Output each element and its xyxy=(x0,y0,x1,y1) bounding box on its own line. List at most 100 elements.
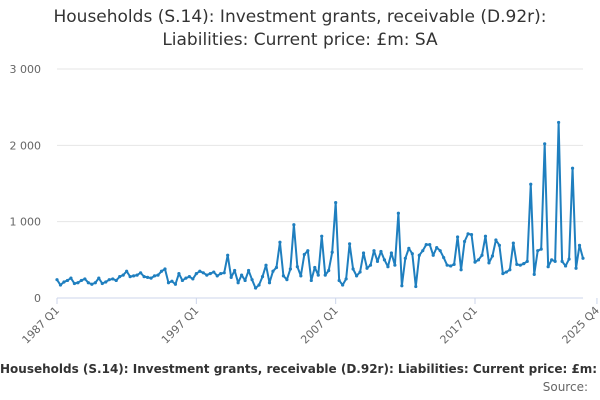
data-point[interactable] xyxy=(142,275,146,279)
data-point[interactable] xyxy=(456,235,460,239)
data-point[interactable] xyxy=(424,242,428,247)
data-point[interactable] xyxy=(236,281,240,285)
data-point[interactable] xyxy=(278,240,282,244)
data-point[interactable] xyxy=(139,271,143,275)
data-point[interactable] xyxy=(173,282,178,286)
data-point[interactable] xyxy=(83,277,87,281)
data-point[interactable] xyxy=(149,276,153,280)
data-point[interactable] xyxy=(435,246,439,250)
data-point[interactable] xyxy=(118,275,122,279)
data-point[interactable] xyxy=(351,267,355,271)
data-point[interactable] xyxy=(250,278,254,282)
data-point[interactable] xyxy=(543,142,547,146)
data-point[interactable] xyxy=(494,238,498,242)
data-point[interactable] xyxy=(58,283,63,287)
data-point[interactable] xyxy=(257,283,261,287)
data-point[interactable] xyxy=(553,259,557,263)
data-point[interactable] xyxy=(107,278,111,282)
data-point[interactable] xyxy=(487,261,491,265)
data-point[interactable] xyxy=(337,278,341,283)
data-point[interactable] xyxy=(114,278,118,283)
data-point[interactable] xyxy=(469,233,474,237)
data-point[interactable] xyxy=(428,242,432,247)
data-point[interactable] xyxy=(184,276,188,280)
data-point[interactable] xyxy=(100,281,104,286)
data-point[interactable] xyxy=(522,262,526,266)
data-point[interactable] xyxy=(515,262,519,267)
data-point[interactable] xyxy=(212,270,216,274)
data-point[interactable] xyxy=(222,271,226,275)
data-point[interactable] xyxy=(476,258,481,262)
data-point[interactable] xyxy=(76,281,80,285)
data-point[interactable] xyxy=(62,280,66,284)
data-point[interactable] xyxy=(253,286,258,290)
data-point[interactable] xyxy=(313,265,317,270)
data-point[interactable] xyxy=(240,273,244,277)
data-point[interactable] xyxy=(170,279,174,283)
data-point[interactable] xyxy=(442,255,446,260)
data-point[interactable] xyxy=(309,278,313,283)
data-point[interactable] xyxy=(191,277,195,281)
data-point[interactable] xyxy=(281,274,286,278)
data-point[interactable] xyxy=(490,254,495,258)
data-point[interactable] xyxy=(382,258,387,262)
data-point[interactable] xyxy=(187,275,191,279)
data-point[interactable] xyxy=(574,266,578,270)
data-point[interactable] xyxy=(497,243,501,247)
data-point[interactable] xyxy=(563,264,568,268)
data-point[interactable] xyxy=(156,273,160,277)
data-point[interactable] xyxy=(473,260,477,264)
data-point[interactable] xyxy=(445,263,449,267)
data-point[interactable] xyxy=(271,269,275,273)
data-point[interactable] xyxy=(361,251,366,255)
data-point[interactable] xyxy=(219,271,223,276)
data-point[interactable] xyxy=(267,281,272,285)
data-point[interactable] xyxy=(354,274,359,278)
data-point[interactable] xyxy=(159,269,164,273)
data-point[interactable] xyxy=(459,268,463,272)
data-point[interactable] xyxy=(372,249,376,253)
data-point[interactable] xyxy=(246,268,251,273)
data-point[interactable] xyxy=(334,200,338,205)
data-point[interactable] xyxy=(128,275,132,279)
data-point[interactable] xyxy=(480,253,484,257)
data-point[interactable] xyxy=(567,257,571,261)
data-point[interactable] xyxy=(560,259,564,263)
data-point[interactable] xyxy=(180,278,184,283)
data-point[interactable] xyxy=(449,264,453,268)
data-point[interactable] xyxy=(163,267,167,271)
data-point[interactable] xyxy=(557,120,561,125)
data-point[interactable] xyxy=(55,278,59,282)
data-point[interactable] xyxy=(226,253,230,257)
data-point[interactable] xyxy=(525,259,529,263)
data-point[interactable] xyxy=(466,232,470,236)
data-point[interactable] xyxy=(198,269,202,273)
data-point[interactable] xyxy=(93,281,97,285)
data-point[interactable] xyxy=(375,259,380,263)
data-point[interactable] xyxy=(330,250,334,254)
data-point[interactable] xyxy=(121,273,125,277)
data-point[interactable] xyxy=(414,284,418,289)
data-point[interactable] xyxy=(243,278,247,283)
data-point[interactable] xyxy=(69,276,73,280)
data-point[interactable] xyxy=(396,211,400,215)
data-point[interactable] xyxy=(410,252,414,256)
data-point[interactable] xyxy=(504,270,508,274)
data-point[interactable] xyxy=(539,247,543,251)
data-point[interactable] xyxy=(79,278,83,283)
data-point[interactable] xyxy=(111,277,115,281)
data-point[interactable] xyxy=(177,271,181,276)
data-point[interactable] xyxy=(536,249,540,253)
data-point[interactable] xyxy=(452,262,456,267)
data-point[interactable] xyxy=(274,265,279,270)
data-point[interactable] xyxy=(417,253,421,257)
data-point[interactable] xyxy=(152,274,157,278)
data-point[interactable] xyxy=(97,276,101,280)
data-point[interactable] xyxy=(86,281,90,285)
data-point[interactable] xyxy=(201,271,205,275)
data-point[interactable] xyxy=(431,253,435,257)
data-point[interactable] xyxy=(229,275,233,279)
data-point[interactable] xyxy=(264,263,268,267)
data-point[interactable] xyxy=(320,234,324,238)
data-point[interactable] xyxy=(501,271,505,276)
